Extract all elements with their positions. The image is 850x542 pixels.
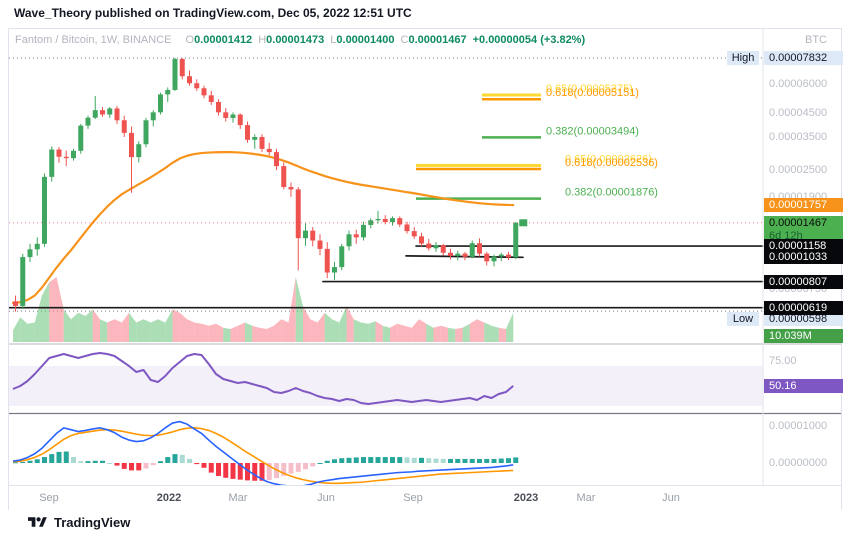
fib-level-label: 0.65(0.00005375) [546, 83, 633, 95]
symbol-title[interactable]: Fantom / Bitcoin, 1W, BINANCE [15, 34, 172, 46]
fib-level-label: 0.65(0.00002626) [565, 154, 652, 166]
level-price-pill: 0.00000619 [764, 300, 843, 315]
rsi-tick-label: 75.00 [769, 355, 797, 367]
level-price-pill: 0.00001158 [764, 239, 843, 254]
level-price-pill: 0.00001033 [764, 250, 843, 265]
tradingview-logo-icon [28, 517, 47, 527]
quote-currency-label: BTC [805, 34, 827, 46]
time-axis-month-label: Sep [39, 492, 59, 504]
chart-container[interactable]: Fantom / Bitcoin, 1W, BINANCE O0.00001412… [8, 28, 843, 511]
level-price-pill: 0.00000807 [764, 274, 843, 289]
time-axis-year-label: 2023 [513, 492, 539, 504]
price-tick-label: 0.00004500 [769, 106, 828, 119]
time-axis-month-label: Mar [576, 492, 596, 504]
price-tick-label: 0.00006000 [769, 78, 828, 91]
macd-zero-label: 0.00000000 [769, 457, 828, 469]
fib-level-label: 0.618(0.00005151) [546, 87, 639, 99]
tradingview-logo-text: TradingView [54, 515, 131, 530]
attribution-text: Wave_Theory published on TradingView.com… [14, 6, 412, 20]
price-chart-canvas[interactable]: 0.65(0.00005375)0.618(0.00005151) 0.382(0… [9, 29, 841, 509]
open-label: O [185, 34, 195, 46]
high-value: 0.00001473 [266, 34, 325, 46]
fib-level-label: 0.382(0.00001876) [565, 187, 658, 199]
time-axis-month-label: Mar [228, 492, 248, 504]
fib-level-label: 0.382(0.00003494) [546, 125, 639, 137]
high-price-pill: 0.00007832 [764, 51, 843, 66]
low-price-pill: 0.00000598 [764, 312, 843, 327]
open-value: 0.00001412 [194, 34, 253, 46]
high-marker-label: High [727, 51, 759, 66]
time-axis-year-label: 2022 [156, 492, 182, 504]
low-value: 0.00001400 [336, 34, 395, 46]
close-label: C [400, 34, 409, 46]
macd-tick-label: 0.00001000 [769, 420, 828, 432]
low-marker-label: Low [727, 312, 759, 327]
fib-level-label: 0.618(0.00002536) [565, 157, 658, 169]
price-tick-label: 0.00002500 [769, 164, 828, 177]
tradingview-logo[interactable]: TradingView [28, 515, 130, 530]
time-axis-month-label: Sep [403, 492, 423, 504]
time-axis-month-label: Jun [662, 492, 680, 504]
price-tick-label: 0.00003500 [769, 131, 828, 144]
volume-badge: 10.039M [764, 329, 843, 343]
chart-legend[interactable]: Fantom / Bitcoin, 1W, BINANCE O0.00001412… [15, 34, 585, 46]
time-axis-month-label: Jun [317, 492, 335, 504]
high-label: H [258, 34, 267, 46]
close-value: 0.00001467 [408, 34, 467, 46]
time-axis[interactable]: Sep 2022 Mar Jun Sep 2023 Mar Jun [9, 485, 841, 511]
change-value: +0.00000054 (+3.82%) [472, 34, 586, 46]
rsi-value-pill: 50.16 [764, 378, 843, 393]
countdown-timer: 6d 12h [769, 229, 803, 242]
ema-price-pill: 0.00001757 [764, 198, 843, 213]
low-label: L [330, 34, 337, 46]
